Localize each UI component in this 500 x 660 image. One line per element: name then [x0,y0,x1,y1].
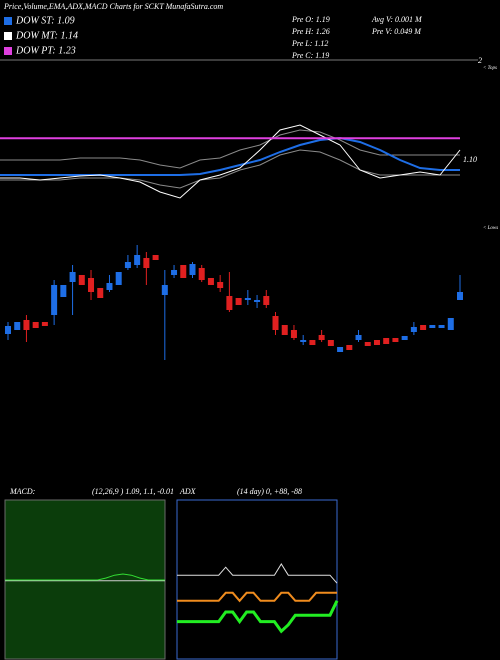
stat: Pre O: 1.19 [291,15,330,24]
series-line [0,136,460,176]
candle-body [429,325,436,328]
candle-body [401,336,408,340]
candle-body [207,278,214,285]
legend-swatch [4,47,12,55]
candle-body [115,272,122,285]
candle-body [189,264,196,275]
candle-body [457,292,463,300]
candle-body [364,342,371,346]
price-label: 1.10 [463,155,477,164]
candle-body [97,288,104,298]
candle-body [383,338,390,344]
adx-title: ADX [179,487,197,496]
candle-body [309,340,316,345]
stat: Pre H: 1.26 [291,27,330,36]
candle-body [51,285,58,315]
stat: Pre V: 0.049 M [371,27,422,36]
series-line [0,129,460,169]
candle-body [254,300,261,302]
candle-body [318,335,325,340]
candle-body [226,296,233,310]
candle-body [410,327,417,332]
series-line [0,149,460,189]
macd-subtitle: (12,26,9 ) 1.09, 1.1, -0.01 [92,487,174,496]
candle-body [327,340,334,346]
chart-title: Price,Volume,EMA,ADX,MACD Charts for SCK… [3,2,223,11]
series-line [0,124,461,199]
candle-body [88,278,95,292]
candle-body [272,316,279,330]
candle-body [373,340,380,345]
candle-body [300,340,307,342]
legend-swatch [4,32,12,40]
candle-body [23,320,30,330]
candle-body [263,296,270,305]
tops-label: < Tops [483,66,497,71]
candle-body [143,258,150,268]
legend-swatch [4,17,12,25]
candle-body [134,255,141,265]
series-line [177,563,338,584]
series-line [5,573,165,581]
candle-body [14,322,21,330]
macd-title: MACD: [9,487,36,496]
candle-body [198,268,205,280]
candle-body [161,285,168,295]
candle-body [78,275,85,285]
candle-body [290,330,297,338]
stat: Pre L: 1.12 [291,39,328,48]
candle-body [346,345,353,350]
candle-body [355,335,362,340]
lows-label: < Lows [483,226,498,231]
candle-body [244,298,251,300]
legend-label: DOW PT: 1.23 [15,45,76,56]
candle-body [152,255,159,260]
candle-body [180,265,187,278]
candle-body [5,326,11,334]
candle-body [41,322,48,326]
candle-body [171,270,178,275]
candle-body [438,325,445,328]
candle-body [392,338,399,342]
candle-body [106,283,113,290]
candle-body [281,325,288,335]
candle-body [32,322,39,328]
top-mark: 2 [478,56,482,65]
candle-body [235,298,242,305]
series-line [177,591,337,603]
candle-body [69,272,76,282]
candle-body [60,285,67,297]
candle-body [217,282,224,288]
stat: Pre C: 1.19 [291,51,329,60]
adx-subtitle: (14 day) 0, +88, -88 [237,487,302,496]
series-line [177,600,339,634]
legend-label: DOW ST: 1.09 [15,15,75,26]
panel [176,499,338,660]
stat: Avg V: 0.001 M [371,15,423,24]
candle-body [447,318,454,330]
candle-body [337,347,344,352]
candle-body [420,325,427,330]
legend-label: DOW MT: 1.14 [15,30,78,41]
candle-body [124,262,131,268]
